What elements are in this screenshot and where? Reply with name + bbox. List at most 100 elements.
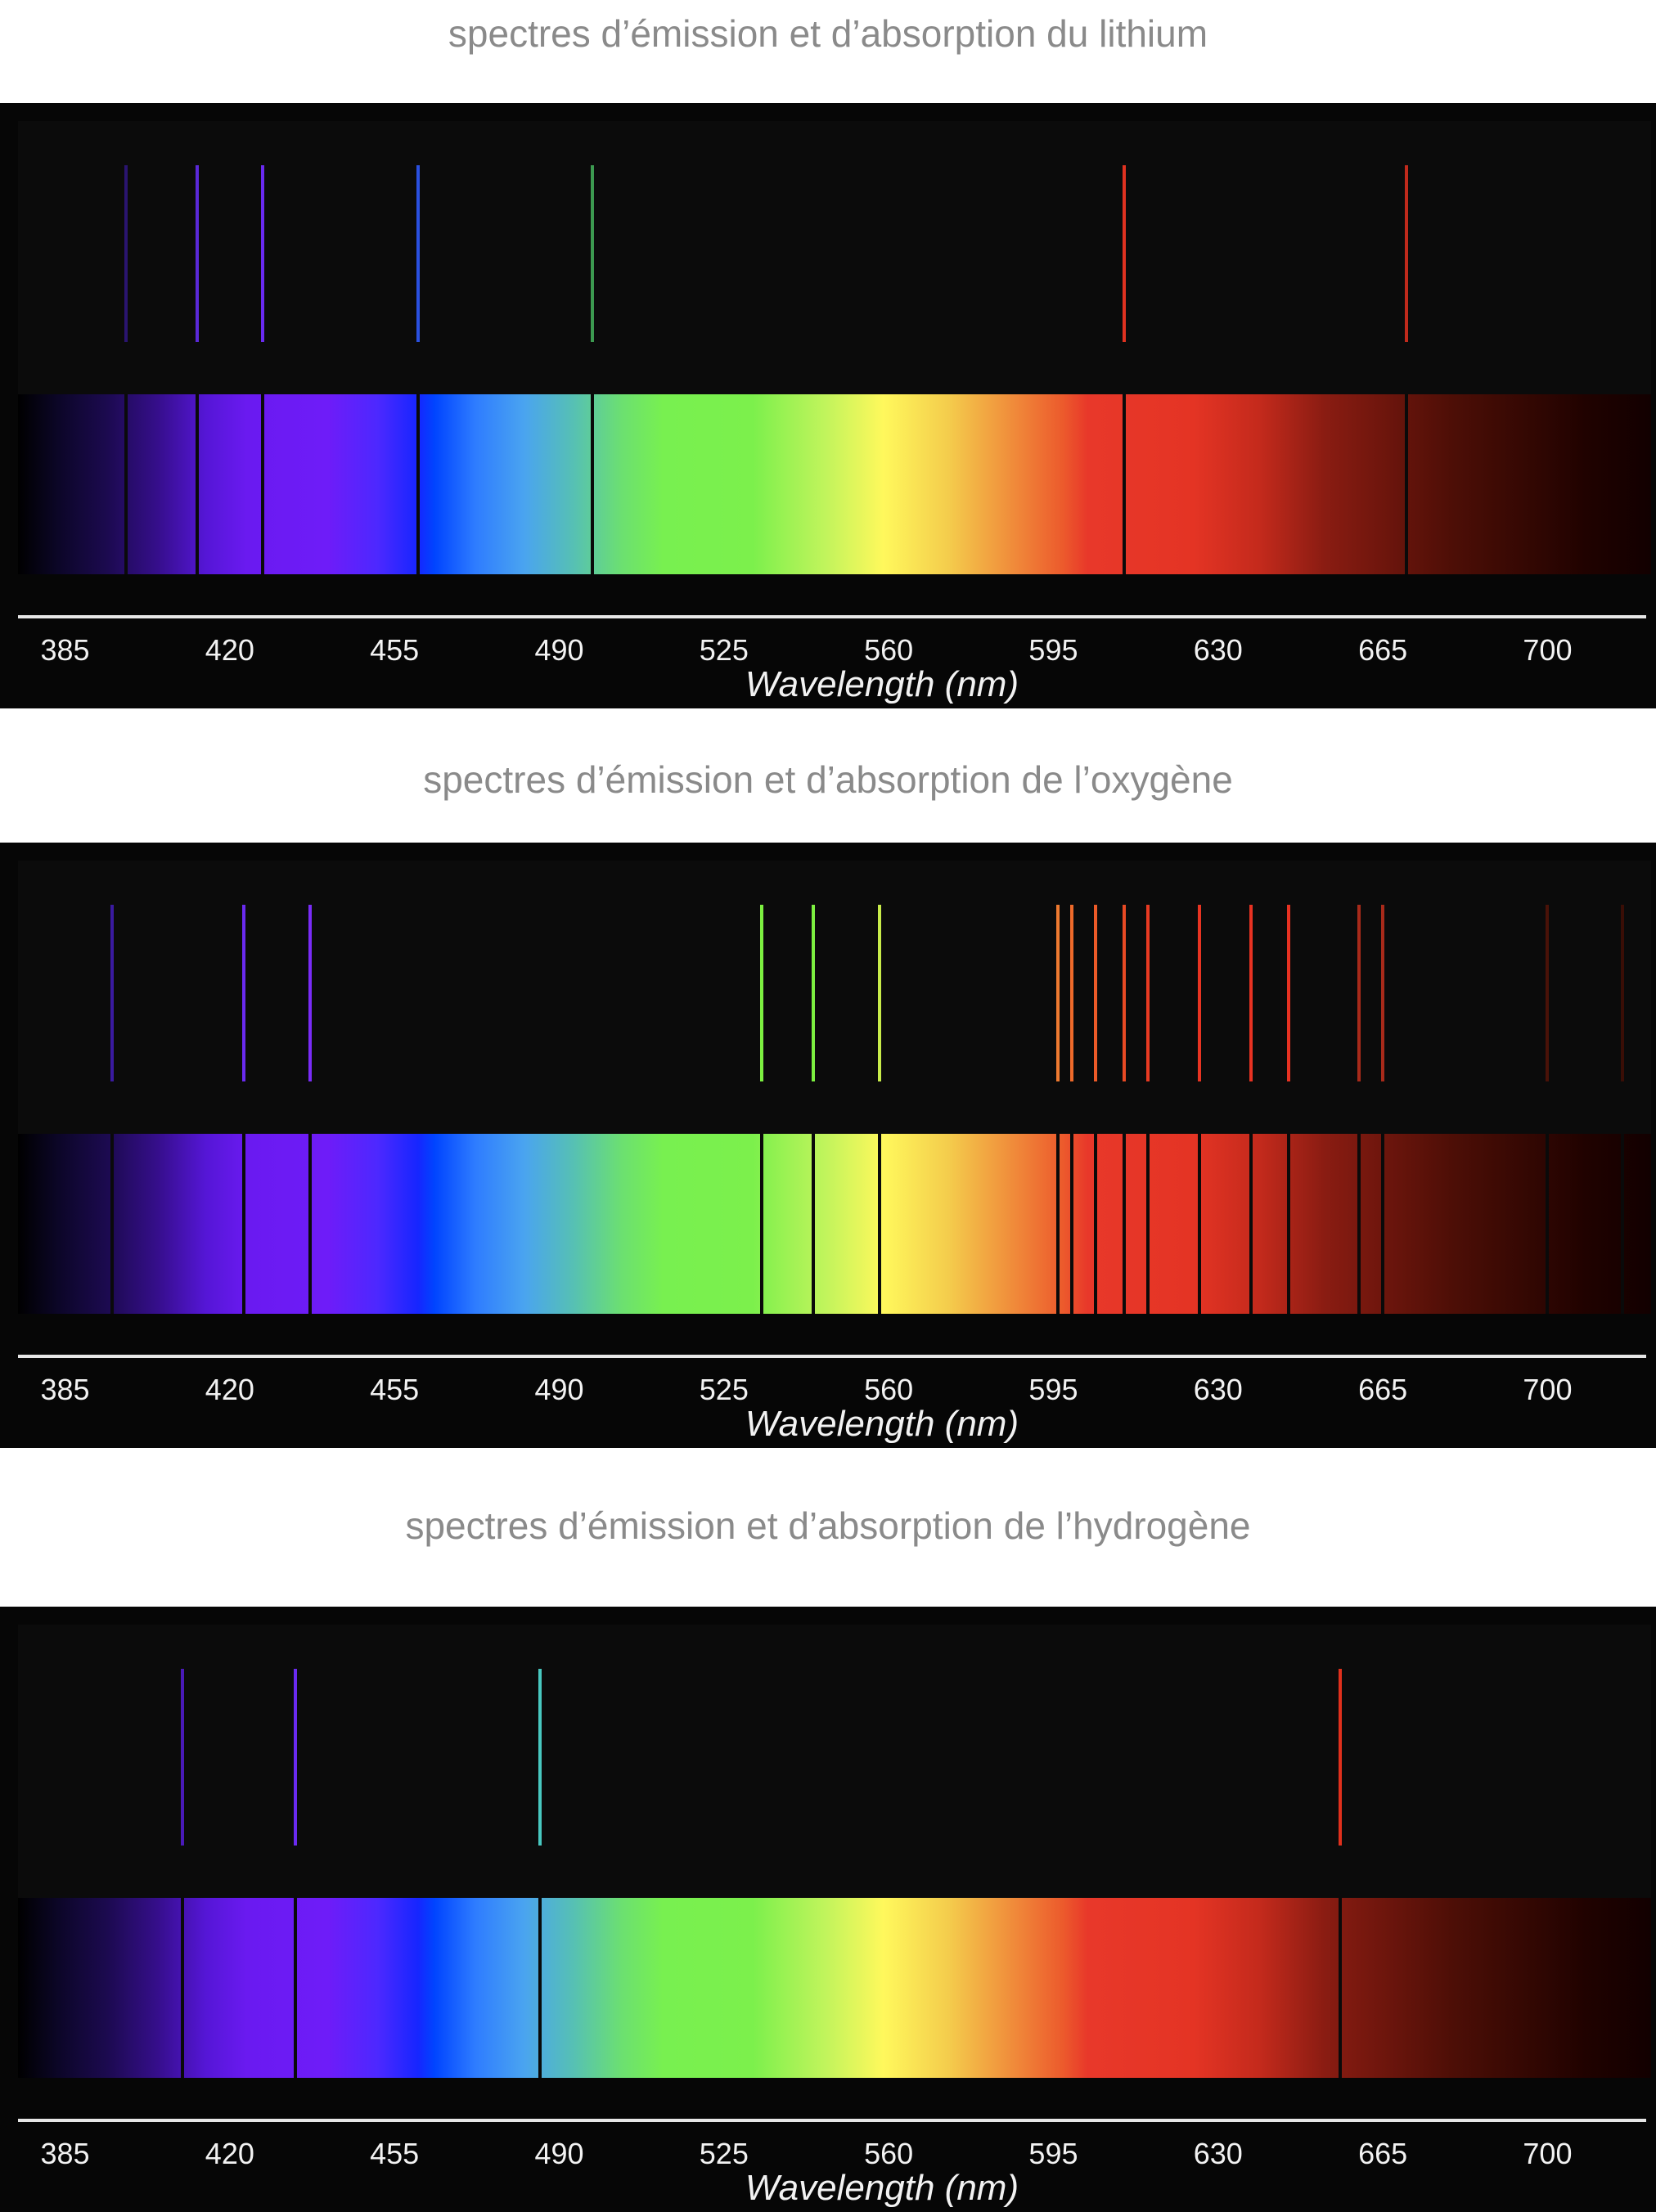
emission-line	[242, 905, 246, 1081]
absorption-line	[1381, 1134, 1385, 1314]
absorption-line	[416, 394, 420, 574]
x-tick-label: 490	[534, 1373, 584, 1406]
x-tick-label: 595	[1028, 2137, 1078, 2170]
absorption-line	[1056, 1134, 1060, 1314]
emission-line	[1145, 905, 1150, 1081]
emission-line	[1249, 905, 1253, 1081]
emission-line	[1070, 905, 1074, 1081]
emission-line	[110, 905, 115, 1081]
x-axis-line	[18, 1355, 1646, 1358]
emission-line	[1287, 905, 1291, 1081]
emission-line	[759, 905, 763, 1081]
x-tick-label: 525	[699, 633, 749, 667]
emission-spectrum	[18, 861, 1651, 1152]
absorption-line	[308, 1134, 312, 1314]
emission-line	[124, 165, 128, 342]
x-tick-label: 525	[699, 2137, 749, 2170]
x-tick-label: 490	[534, 2137, 584, 2170]
spectrum-panel: 385 420 455 490 525 560 595 630 665 700 Wavelength…	[0, 843, 1656, 1448]
emission-spectrum	[18, 1625, 1651, 1916]
continuous-spectrum-gradient	[18, 1134, 1651, 1314]
absorption-line	[1404, 394, 1408, 574]
chart-title: spectres d’émission et d’absorption de l…	[423, 758, 1233, 801]
absorption-line	[124, 394, 128, 574]
absorption-line	[1197, 1134, 1201, 1314]
emission-line	[590, 165, 594, 342]
x-tick-label: 630	[1193, 1373, 1243, 1406]
absorption-line	[877, 1134, 881, 1314]
absorption-spectrum	[18, 1898, 1651, 2078]
absorption-line	[1249, 1134, 1253, 1314]
emission-line	[1339, 1669, 1343, 1846]
spectrum-panel: 385 420 455 490 525 560 595 630 665 700 Wavelength…	[0, 1607, 1656, 2212]
x-tick-label: 560	[864, 2137, 914, 2170]
emission-line	[308, 905, 312, 1081]
emission-line	[877, 905, 881, 1081]
x-tick-label: 385	[40, 1373, 90, 1406]
absorption-line	[1122, 394, 1126, 574]
absorption-line	[538, 1898, 542, 2078]
absorption-line	[812, 1134, 816, 1314]
absorption-spectrum	[18, 394, 1651, 574]
absorption-line	[1621, 1134, 1625, 1314]
emission-line	[195, 165, 199, 342]
absorption-line	[1287, 1134, 1291, 1314]
emission-line	[1381, 905, 1385, 1081]
absorption-line	[181, 1898, 185, 2078]
emission-line	[294, 1669, 298, 1846]
x-tick-label: 665	[1358, 2137, 1408, 2170]
absorption-line	[242, 1134, 246, 1314]
absorption-spectrum	[18, 1134, 1651, 1314]
x-tick-label: 700	[1523, 633, 1573, 667]
x-axis-label: Wavelength (nm)	[745, 1404, 1019, 1444]
x-axis-label: Wavelength (nm)	[745, 2168, 1019, 2208]
emission-line	[1122, 165, 1126, 342]
x-tick-label: 560	[864, 1373, 914, 1406]
absorption-line	[759, 1134, 763, 1314]
x-tick-label: 700	[1523, 1373, 1573, 1406]
emission-line	[1621, 905, 1625, 1081]
emission-line	[538, 1669, 542, 1846]
emission-line	[181, 1669, 185, 1846]
absorption-line	[195, 394, 199, 574]
x-tick-label: 665	[1358, 633, 1408, 667]
emission-line	[1546, 905, 1550, 1081]
x-tick-label: 630	[1193, 2137, 1243, 2170]
absorption-line	[294, 1898, 298, 2078]
x-tick-label: 490	[534, 633, 584, 667]
emission-line	[1404, 165, 1408, 342]
continuous-spectrum-gradient	[18, 394, 1651, 574]
absorption-line	[1070, 1134, 1074, 1314]
emission-line	[416, 165, 420, 342]
continuous-spectrum-gradient	[18, 1898, 1651, 2078]
x-tick-label: 595	[1028, 1373, 1078, 1406]
x-tick-label: 420	[205, 2137, 254, 2170]
x-tick-label: 420	[205, 633, 254, 667]
emission-spectrum	[18, 121, 1651, 412]
emission-line	[1094, 905, 1098, 1081]
x-tick-label: 560	[864, 633, 914, 667]
x-tick-label: 385	[40, 2137, 90, 2170]
x-tick-label: 595	[1028, 633, 1078, 667]
emission-line	[812, 905, 816, 1081]
absorption-line	[1145, 1134, 1150, 1314]
x-tick-label: 525	[699, 1373, 749, 1406]
absorption-line	[1094, 1134, 1098, 1314]
absorption-line	[1357, 1134, 1361, 1314]
x-tick-label: 630	[1193, 633, 1243, 667]
absorption-line	[1122, 1134, 1126, 1314]
emission-line	[261, 165, 265, 342]
emission-line	[1122, 905, 1126, 1081]
x-axis-line	[18, 2119, 1646, 2122]
spectrum-panel: 385 420 455 490 525 560 595 630 665 700 Wavelength…	[0, 103, 1656, 708]
x-tick-label: 665	[1358, 1373, 1408, 1406]
x-tick-label: 385	[40, 633, 90, 667]
absorption-line	[590, 394, 594, 574]
x-tick-label: 455	[370, 633, 420, 667]
x-axis-line	[18, 615, 1646, 618]
absorption-line	[1339, 1898, 1343, 2078]
x-tick-label: 420	[205, 1373, 254, 1406]
x-axis-label: Wavelength (nm)	[745, 664, 1019, 704]
absorption-line	[1546, 1134, 1550, 1314]
emission-line	[1197, 905, 1201, 1081]
